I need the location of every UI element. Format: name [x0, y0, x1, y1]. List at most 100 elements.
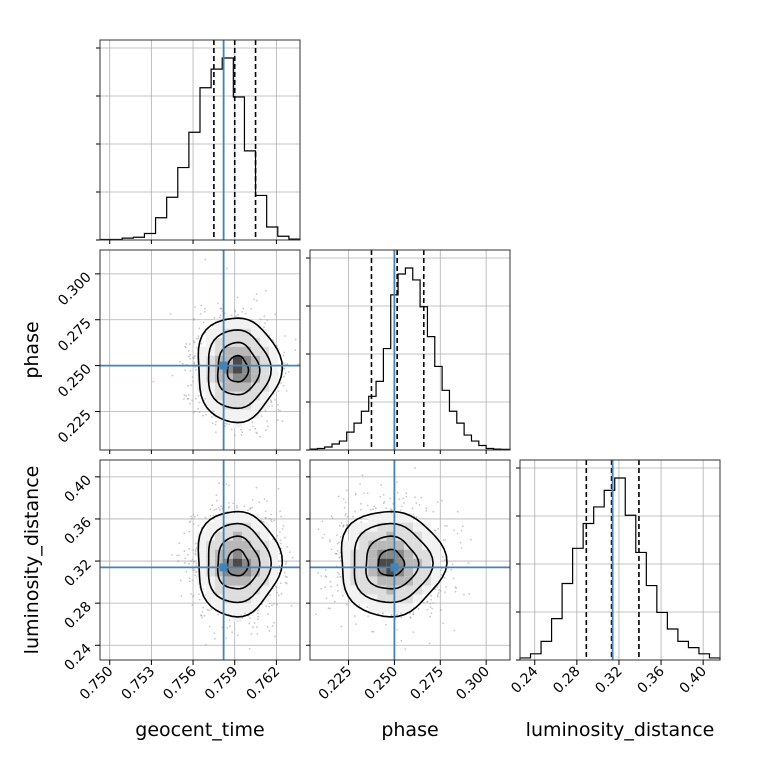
sample-point [181, 362, 184, 365]
sample-point [342, 498, 345, 500]
density-cell [422, 540, 432, 550]
sample-point [200, 614, 203, 617]
sample-point [396, 613, 398, 616]
sample-point [400, 612, 402, 615]
contour-line [340, 510, 448, 618]
sample-point [425, 507, 428, 510]
density-cell [215, 540, 224, 550]
sample-point [194, 550, 197, 552]
density-cell [215, 400, 224, 410]
sample-point [277, 487, 280, 490]
sample-point [179, 360, 181, 363]
density-cell [251, 585, 260, 595]
density-cell [341, 567, 351, 577]
density-cell [377, 531, 387, 541]
density-cell [422, 549, 432, 559]
sample-point [203, 310, 206, 313]
y-tick-label: 0.250 [55, 361, 95, 401]
sample-point [282, 384, 285, 387]
sample-point [193, 560, 195, 563]
sample-point [439, 590, 442, 592]
sample-point [188, 562, 191, 565]
sample-point [270, 520, 273, 523]
density-cell [215, 373, 224, 383]
sample-point [333, 600, 336, 603]
density-cell [197, 373, 206, 383]
sample-point [278, 552, 281, 555]
density-cell [386, 549, 396, 559]
sample-point [271, 625, 274, 627]
density-cell [206, 400, 215, 410]
sample-point [269, 594, 271, 597]
sample-point [252, 626, 254, 629]
density-cell [251, 373, 260, 383]
density-cell [242, 319, 251, 329]
x-tick-label: 0.225 [316, 664, 356, 704]
sample-point [445, 586, 448, 588]
density-cell [269, 382, 278, 392]
density-cell [404, 603, 414, 613]
contour-line [377, 548, 406, 577]
density-panel-geocent_time-vs-phase [99, 249, 301, 451]
density-cell [242, 328, 251, 338]
density-cell [206, 594, 215, 604]
density-cell [215, 585, 224, 595]
sample-point [437, 592, 440, 594]
density-cell [197, 355, 206, 365]
contour-line [216, 535, 261, 590]
density-cell [233, 567, 242, 577]
density-cell [404, 558, 414, 568]
sample-point [198, 598, 201, 601]
sample-point [218, 482, 221, 485]
sample-point [189, 580, 191, 583]
sample-point [209, 514, 212, 517]
sample-point [202, 414, 204, 417]
sample-point [342, 525, 345, 528]
density-cell [251, 364, 260, 374]
density-cell [404, 513, 414, 523]
sample-point [371, 630, 373, 633]
density-cell [224, 400, 233, 410]
sample-point [268, 605, 270, 608]
density-cell [368, 585, 378, 595]
density-cell [197, 540, 206, 550]
sample-point [198, 411, 201, 413]
sample-point [268, 517, 271, 520]
sample-point [249, 617, 251, 620]
sample-point [258, 501, 261, 504]
sample-point [224, 425, 227, 427]
sample-point [228, 502, 230, 504]
density-cell [260, 522, 269, 532]
sample-point [436, 501, 439, 503]
sample-point [234, 310, 237, 313]
density-cell [422, 585, 432, 595]
sample-point [278, 594, 280, 597]
density-cell [269, 346, 278, 356]
sample-point [441, 499, 443, 502]
sample-point [271, 538, 274, 541]
sample-point [193, 317, 195, 320]
sample-point [197, 337, 200, 340]
sample-point [453, 629, 456, 632]
density-cell [359, 540, 369, 550]
density-cell [215, 337, 224, 347]
density-cell [251, 603, 260, 613]
sample-point [320, 587, 323, 590]
sample-point [336, 534, 338, 536]
density-cell [224, 409, 233, 419]
sample-point [346, 603, 348, 606]
sample-point [237, 313, 240, 316]
density-cell [233, 513, 242, 523]
sample-point [190, 560, 192, 563]
sample-point [379, 495, 382, 498]
sample-point [283, 367, 286, 370]
sample-point [405, 492, 408, 495]
density-cell [395, 558, 405, 568]
sample-point [210, 416, 213, 418]
density-cell [251, 549, 260, 559]
sample-point [252, 425, 254, 428]
sample-point [188, 355, 190, 358]
density-cell [224, 603, 233, 613]
x-tick-label: 0.750 [77, 664, 117, 704]
sample-point [256, 626, 258, 628]
